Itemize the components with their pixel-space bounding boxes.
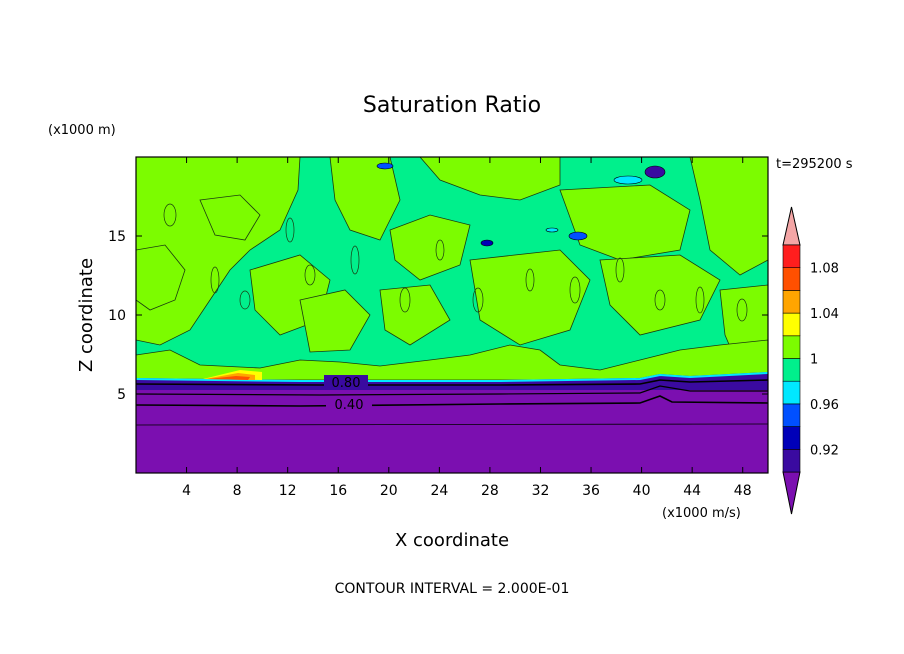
field-plot-area <box>136 157 768 473</box>
supersaturation-streak <box>203 370 262 380</box>
x-tick-label: 48 <box>734 483 752 499</box>
x-tick-label: 44 <box>683 483 701 499</box>
colorbar-swatch <box>782 426 801 450</box>
x-tick-label: 12 <box>279 483 297 499</box>
colorbar-swatch <box>782 403 801 427</box>
colorbar-over-arrow <box>782 206 801 246</box>
x-tick-label: 24 <box>430 483 448 499</box>
colorbar-tick-label: 0.92 <box>810 443 839 458</box>
colorbar-swatch <box>782 290 801 314</box>
x-tick-label: 40 <box>633 483 651 499</box>
colorbar-tick-label: 1 <box>810 353 818 368</box>
colorbar-swatch <box>782 267 801 291</box>
dry-lower-layer <box>136 382 768 473</box>
y-tick-label: 15 <box>108 229 126 245</box>
x-tick-label: 28 <box>481 483 499 499</box>
colorbar-swatch <box>782 380 801 405</box>
colorbar-swatch <box>782 448 801 473</box>
y-tick-label: 5 <box>117 387 126 403</box>
colorbar-swatch <box>782 312 801 337</box>
colorbar-under-arrow <box>782 471 801 515</box>
y-axis-ticks: 5 10 15 <box>108 229 768 403</box>
colorbar: 0.92 0.96 1 1.04 1.08 <box>782 206 839 515</box>
layer-edge-cyan <box>136 372 768 382</box>
contour-labels: 0.80 0.40 <box>324 375 372 413</box>
x-tick-label: 32 <box>532 483 550 499</box>
y-unit-label: (x1000 m) <box>48 123 116 138</box>
x-tick-label: 16 <box>329 483 347 499</box>
x-tick-label: 4 <box>182 483 191 499</box>
colorbar-swatch <box>782 358 801 382</box>
y-axis-label: Z coordinate <box>76 258 97 372</box>
colorbar-tick-label: 1.04 <box>810 307 839 322</box>
x-axis-label: X coordinate <box>395 530 509 551</box>
y-tick-label: 10 <box>108 308 126 324</box>
contour-label: 0.40 <box>335 398 364 413</box>
x-tick-label: 36 <box>582 483 600 499</box>
x-tick-label: 8 <box>233 483 242 499</box>
x-axis-ticks: 4 8 12 16 20 24 28 32 36 40 44 48 <box>182 157 752 499</box>
colorbar-tick-label: 0.96 <box>810 398 839 413</box>
colorbar-tick-label: 1.08 <box>810 262 839 277</box>
colorbar-swatch <box>782 335 801 359</box>
x-tick-label: 20 <box>380 483 398 499</box>
chart-title: Saturation Ratio <box>363 93 541 118</box>
subsaturated-blobs <box>376 162 666 247</box>
contour-lines <box>136 379 768 426</box>
x-unit-label: (x1000 m/s) <box>662 506 741 521</box>
contour-interval-footer: CONTOUR INTERVAL = 2.000E-01 <box>335 581 570 597</box>
time-label: t=295200 s <box>776 157 853 172</box>
contour-label: 0.80 <box>332 376 361 391</box>
colorbar-swatch <box>782 244 801 269</box>
contour-squiggles <box>163 203 748 322</box>
supersaturated-patches <box>136 157 768 381</box>
